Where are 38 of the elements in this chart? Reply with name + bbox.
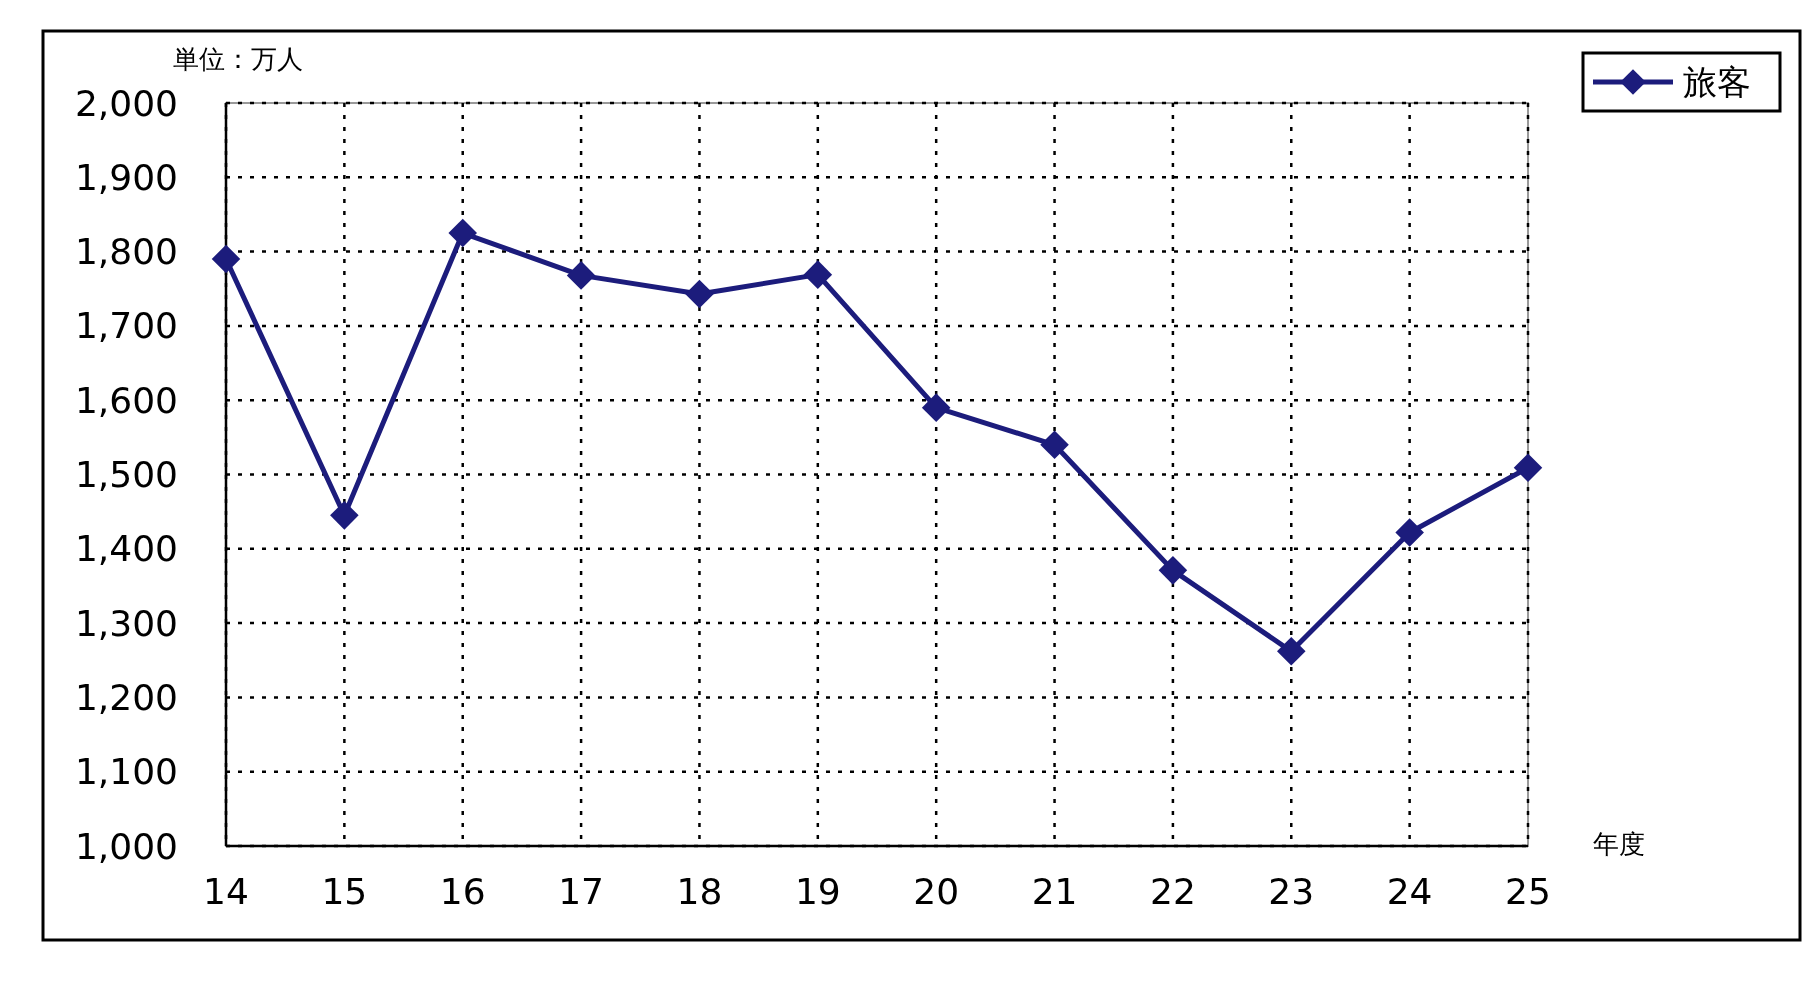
x-tick-label: 18 <box>676 871 723 912</box>
point <box>1158 556 1188 585</box>
legend-label: 旅客 <box>1683 62 1751 102</box>
y-tick-label: 1,400 <box>74 528 178 570</box>
point <box>921 393 951 422</box>
y-tick-label: 1,300 <box>74 602 178 644</box>
point <box>803 260 833 289</box>
y-tick-label: 1,000 <box>74 825 178 867</box>
point <box>1513 453 1543 483</box>
x-tick-label: 20 <box>913 871 960 912</box>
y-tick-label: 1,100 <box>74 751 178 793</box>
x-tick-label: 16 <box>439 871 486 912</box>
point <box>211 244 241 274</box>
y-tick-label: 1,200 <box>74 676 178 718</box>
point <box>1276 637 1306 666</box>
x-tick-label: 21 <box>1031 871 1078 912</box>
x-axis-title: 年度 <box>1593 829 1645 859</box>
point <box>566 261 596 290</box>
x-tick-label: 22 <box>1150 871 1196 912</box>
y-tick-label: 2,000 <box>74 82 178 124</box>
y-tick-label: 1,500 <box>74 454 178 495</box>
y-tick-label: 1,800 <box>74 231 178 273</box>
point <box>1395 518 1424 547</box>
point <box>685 279 714 309</box>
x-tick-label: 14 <box>203 871 249 912</box>
point <box>448 218 478 248</box>
y-axis-title: 単位：万人 <box>173 44 303 74</box>
x-tick-label: 25 <box>1505 871 1551 912</box>
x-tick-label: 17 <box>558 871 604 912</box>
point <box>330 501 359 530</box>
x-tick-label: 15 <box>321 871 368 912</box>
y-tick-label: 1,700 <box>74 305 178 347</box>
point <box>1040 430 1069 460</box>
x-tick-label: 19 <box>794 871 841 912</box>
x-tick-label: 23 <box>1268 871 1315 912</box>
y-tick-label: 1,600 <box>74 379 178 421</box>
x-tick-label: 24 <box>1386 871 1433 912</box>
y-tick-label: 1,900 <box>74 156 178 198</box>
